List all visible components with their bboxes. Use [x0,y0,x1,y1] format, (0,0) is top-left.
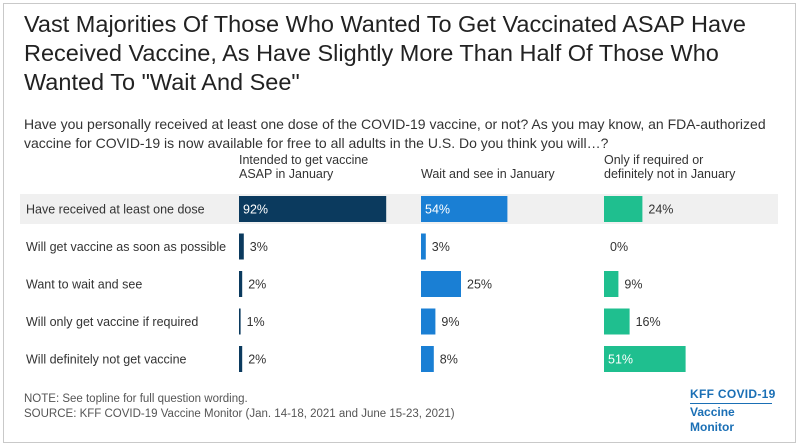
data-label-0-2: 2% [248,278,266,292]
bar-0-1 [239,233,244,260]
data-label-0-1: 3% [250,240,268,254]
kff-logo: KFF COVID-19 Vaccine Monitor [690,387,780,435]
data-label-0-3: 1% [247,315,265,329]
bar-1-1 [421,233,426,260]
bar-0-4 [239,346,243,372]
bar-0-2 [239,271,243,297]
note-text: NOTE: See topline for full question word… [24,393,248,405]
data-label-0-4: 2% [248,353,266,367]
bar-2-4 [604,346,686,372]
data-label-1-2: 25% [467,278,492,292]
source-text: SOURCE: KFF COVID-19 Vaccine Monitor (Ja… [24,408,455,420]
series-header-2: Only if required or definitely not in Jan… [604,153,736,181]
category-label-0: Have received at least one dose [26,203,205,217]
data-label-0-0: 92% [243,203,268,217]
bar-0-0 [239,196,387,222]
logo-rule [690,403,772,404]
logo-line-1: KFF COVID-19 [690,387,776,401]
data-label-1-0: 54% [425,203,450,217]
footnotes: NOTE: See topline for full question word… [24,392,455,422]
bar-2-0 [604,196,643,222]
chart-subtitle: Have you personally received at least on… [24,116,766,151]
category-label-4: Will definitely not get vaccine [26,353,187,367]
series-header-0: Intended to get vaccine ASAP in January [239,153,368,181]
data-label-2-4: 51% [608,353,633,367]
bar-1-4 [421,346,434,372]
row-highlight [20,194,778,224]
bar-0-3 [239,308,241,335]
category-label-3: Will only get vaccine if required [26,315,198,329]
data-label-2-1: 0% [610,240,628,254]
chart-title: Vast Majorities Of Those Who Wanted To G… [24,11,746,95]
bar-2-3 [604,308,630,335]
category-label-2: Want to wait and see [26,278,142,292]
bar-1-0 [421,196,508,222]
series-header-1: Wait and see in January [421,167,555,181]
data-label-2-0: 24% [648,203,673,217]
data-label-2-3: 16% [636,315,661,329]
bar-1-3 [421,308,436,335]
data-label-1-3: 9% [441,315,459,329]
bar-2-2 [604,271,619,297]
logo-line-2: Vaccine Monitor [690,405,735,434]
category-label-1: Will get vaccine as soon as possible [26,240,226,254]
data-label-1-1: 3% [432,240,450,254]
data-label-2-2: 9% [624,278,642,292]
data-label-1-4: 8% [440,353,458,367]
bar-1-2 [421,271,461,297]
